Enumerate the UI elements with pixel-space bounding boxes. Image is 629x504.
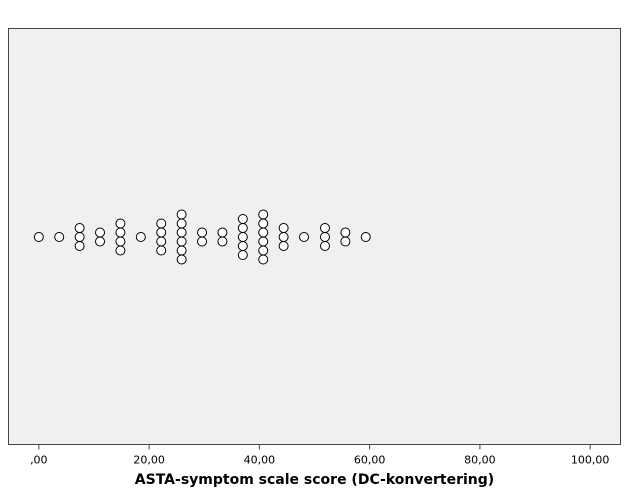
data-point (340, 236, 351, 247)
data-point (95, 236, 106, 247)
data-point (278, 223, 289, 233)
data-point (156, 236, 167, 247)
data-point (176, 236, 187, 247)
data-point (217, 236, 228, 247)
data-point (115, 218, 126, 229)
x-axis-label: ASTA-symptom scale score (DC-konverterin… (134, 472, 495, 488)
data-point (319, 232, 330, 242)
data-points (33, 209, 371, 265)
data-point (197, 227, 208, 238)
data-point (237, 250, 248, 260)
x-axis: ,00 20,00 40,00 60,00 80,00 100,00 (30, 444, 610, 467)
data-point (258, 218, 269, 229)
x-tick-label: 80,00 (464, 454, 496, 467)
data-point (156, 227, 167, 238)
data-point (74, 223, 85, 233)
data-point (176, 245, 187, 256)
data-point (217, 227, 228, 238)
data-point (74, 232, 85, 242)
data-point (258, 236, 269, 247)
x-tick-label: 40,00 (244, 454, 276, 467)
data-point (176, 218, 187, 229)
data-point (258, 227, 269, 238)
data-point (115, 227, 126, 238)
data-point (156, 245, 167, 256)
data-point (156, 218, 167, 229)
data-point (197, 236, 208, 247)
data-point (299, 232, 310, 242)
data-point (135, 232, 146, 242)
data-point (258, 209, 269, 220)
data-point (54, 232, 65, 242)
data-point (237, 214, 248, 224)
data-point (176, 209, 187, 220)
plot-area (8, 28, 621, 445)
data-point (258, 245, 269, 256)
data-point (258, 254, 269, 265)
data-point (74, 241, 85, 251)
data-point (95, 227, 106, 238)
data-point (33, 232, 44, 242)
x-tick-label: ,00 (30, 454, 48, 467)
data-point (237, 223, 248, 233)
data-point (360, 232, 371, 242)
data-point (340, 227, 351, 238)
data-point (176, 254, 187, 265)
data-point (237, 232, 248, 242)
x-tick-label: 100,00 (571, 454, 610, 467)
data-point (115, 236, 126, 247)
x-tick-label: 60,00 (354, 454, 386, 467)
data-point (115, 245, 126, 256)
data-point (176, 227, 187, 238)
x-tick-label: 20,00 (133, 454, 165, 467)
data-point (278, 232, 289, 242)
data-point (319, 241, 330, 251)
data-point (237, 241, 248, 251)
data-point (319, 223, 330, 233)
data-point (278, 241, 289, 251)
